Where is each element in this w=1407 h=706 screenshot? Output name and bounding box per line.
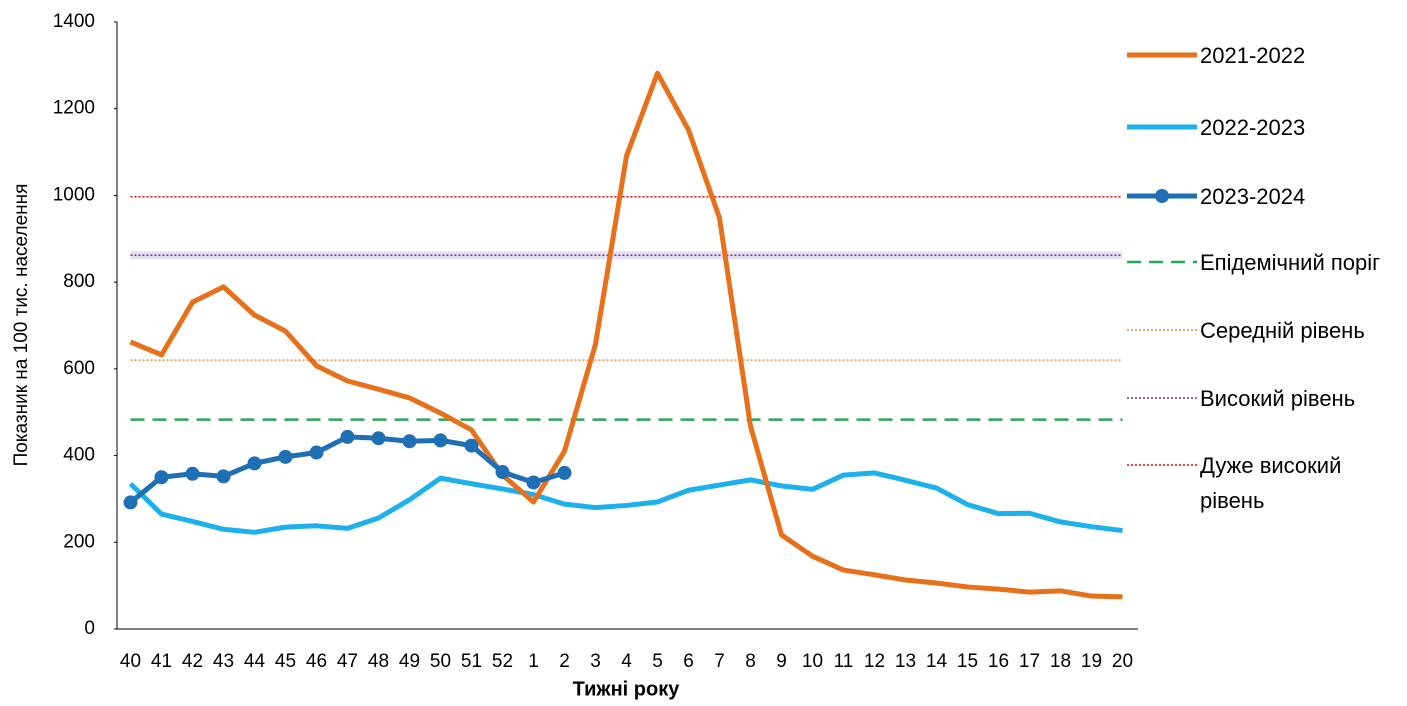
point — [557, 465, 572, 480]
x-tick-label: 52 — [492, 651, 513, 672]
y-tick-label: 1400 — [53, 11, 95, 32]
x-tick-label: 9 — [776, 651, 787, 672]
point — [495, 465, 510, 480]
x-tick-label: 18 — [1050, 651, 1071, 672]
legend-swatch — [1127, 397, 1197, 399]
y-tick-label: 1200 — [53, 98, 95, 119]
x-tick-label: 19 — [1081, 651, 1102, 672]
x-tick-label: 40 — [120, 651, 141, 672]
legend-entry: Середній рівень — [1125, 313, 1390, 348]
x-tick-label: 12 — [864, 651, 885, 672]
x-tick-label: 10 — [802, 651, 823, 672]
x-tick-label: 41 — [151, 651, 172, 672]
x-tick-label: 6 — [683, 651, 694, 672]
x-axis-title: Тижні року — [573, 678, 681, 700]
point — [464, 438, 479, 453]
legend-swatch — [1127, 124, 1197, 130]
x-tick-label: 42 — [182, 651, 203, 672]
x-tick-label: 49 — [399, 651, 420, 672]
x-tick-label: 48 — [368, 651, 389, 672]
legend-label: Епідемічний поріг — [1200, 250, 1381, 275]
x-tick-label: 45 — [275, 651, 296, 672]
x-tick-label: 13 — [895, 651, 916, 672]
y-tick-label: 0 — [84, 618, 95, 639]
series-line — [129, 70, 1123, 600]
legend-label: 2022-2023 — [1200, 115, 1306, 140]
legend-label: 2023-2024 — [1200, 184, 1306, 209]
y-tick-label: 1000 — [53, 184, 95, 205]
legend-entry: Дуже високий рівень — [1125, 448, 1390, 518]
point — [123, 495, 138, 510]
point — [278, 449, 293, 464]
x-tick-label: 3 — [590, 651, 601, 672]
x-tick-label: 44 — [244, 651, 266, 672]
x-tick-label: 5 — [652, 651, 663, 672]
x-tick-label: 16 — [988, 651, 1009, 672]
legend-entry: 2022-2023 — [1125, 110, 1390, 145]
legend-swatch — [1127, 260, 1197, 264]
x-tick-label: 11 — [834, 651, 854, 672]
x-tick-label: 7 — [714, 651, 725, 672]
y-tick-label: 600 — [63, 358, 95, 379]
x-tick-label: 4 — [621, 651, 632, 672]
legend-swatch — [1127, 329, 1197, 331]
x-tick-label: 43 — [213, 651, 234, 672]
point — [433, 433, 448, 448]
y-axis-title: Показник на 100 тис. населення — [11, 184, 32, 467]
point — [154, 470, 169, 485]
point — [402, 434, 417, 449]
point — [526, 475, 541, 490]
legend-marker — [1155, 189, 1169, 203]
y-tick-label: 400 — [63, 445, 95, 466]
legend-label: 2021-2022 — [1200, 43, 1306, 68]
point — [185, 466, 200, 481]
x-tick-label: 47 — [337, 651, 358, 672]
y-tick-label: 200 — [63, 531, 95, 552]
legend-swatch — [1127, 189, 1197, 203]
legend-entry: Високий рівень — [1125, 381, 1390, 416]
x-tick-label: 20 — [1112, 651, 1133, 672]
x-tick-label: 17 — [1019, 651, 1040, 672]
x-tick-label: 46 — [306, 651, 327, 672]
point — [247, 456, 262, 471]
x-tick-label: 14 — [926, 651, 948, 672]
x-tick-label: 51 — [461, 651, 482, 672]
legend-swatch — [1127, 52, 1197, 58]
legend-entry: 2021-2022 — [1125, 38, 1390, 73]
x-tick-label: 15 — [957, 651, 978, 672]
x-tick-label: 2 — [559, 651, 570, 672]
legend-entry: 2023-2024 — [1125, 179, 1390, 214]
legend-label: Дуже високий рівень — [1200, 453, 1342, 513]
x-tick-label: 8 — [745, 651, 756, 672]
legend-entry: Епідемічний поріг — [1125, 245, 1390, 280]
point — [340, 429, 355, 444]
y-tick-label: 800 — [63, 271, 95, 292]
legend-label: Високий рівень — [1200, 386, 1356, 411]
legend-label: Середній рівень — [1200, 318, 1365, 343]
series-line — [128, 470, 1123, 535]
x-tick-label: 50 — [430, 651, 451, 672]
legend-swatch — [1127, 464, 1197, 466]
point — [309, 445, 324, 460]
x-tick-label: 1 — [528, 651, 539, 672]
point — [216, 469, 231, 484]
point — [371, 431, 386, 446]
